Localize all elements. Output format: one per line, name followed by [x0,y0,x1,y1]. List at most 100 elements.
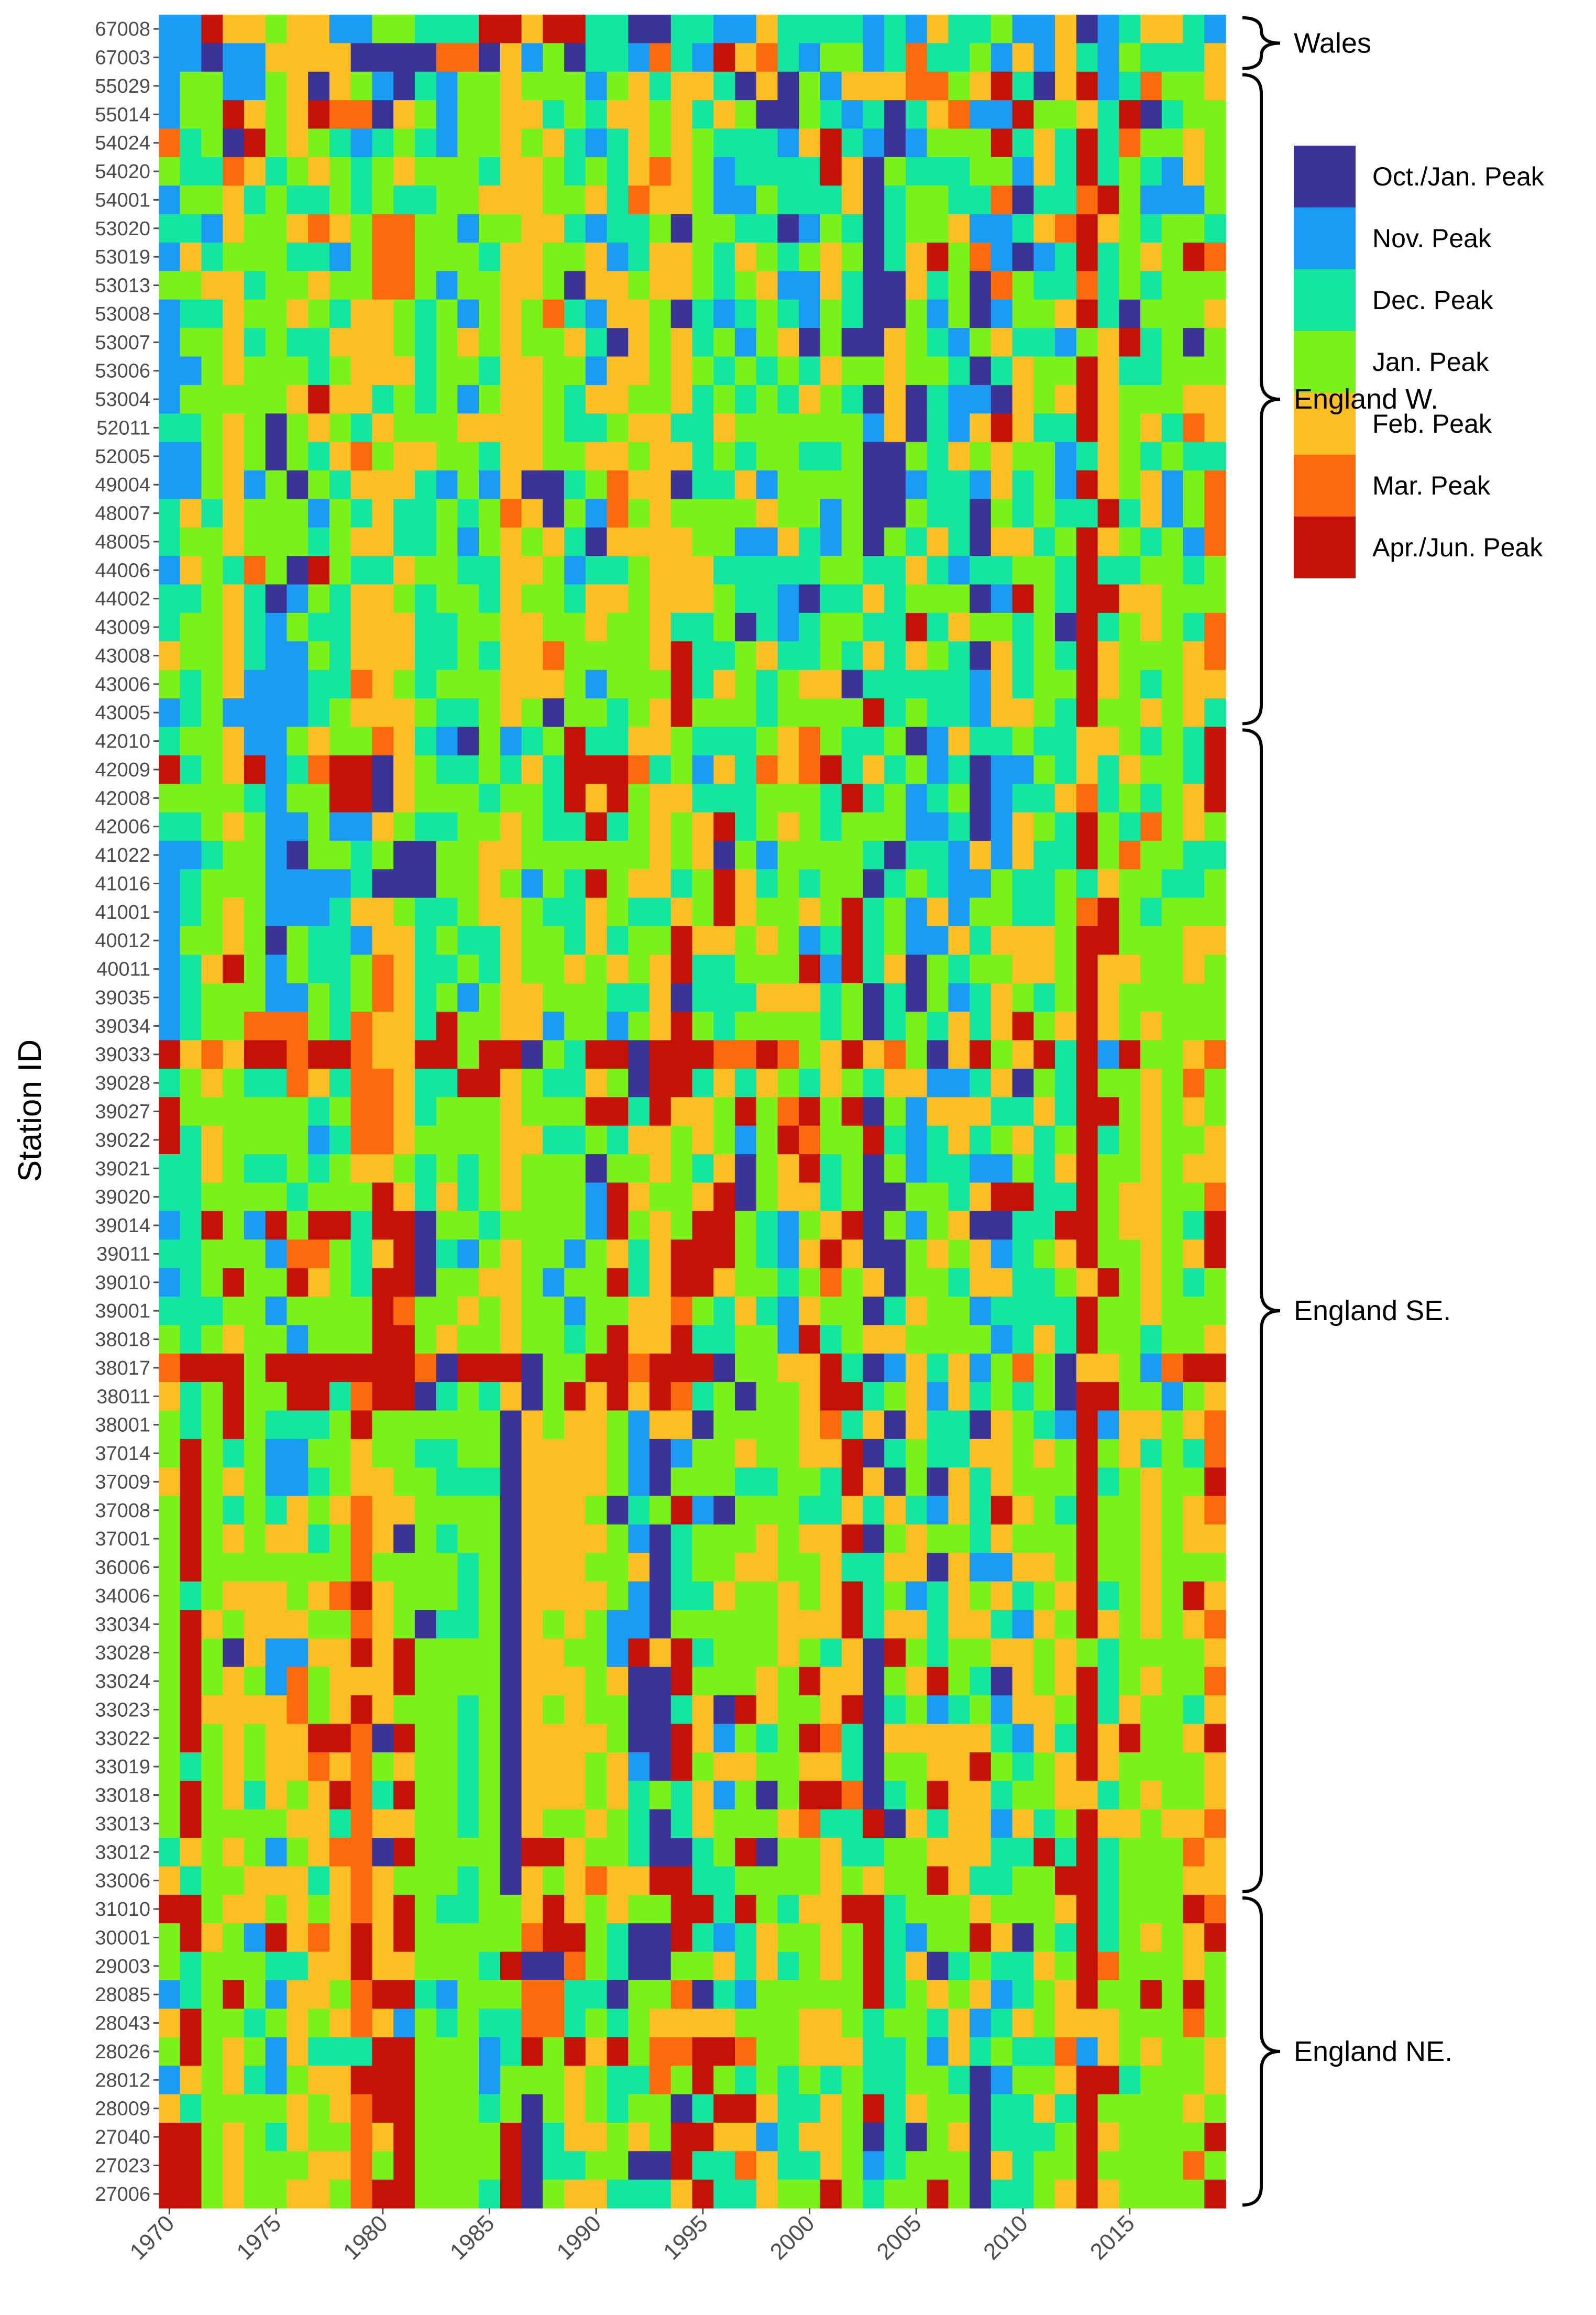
heatmap-cell [970,1382,992,1411]
heatmap-cell [1140,15,1162,43]
y-tick-label: 33023 [95,1699,150,1721]
legend-swatch [1294,517,1356,578]
heatmap-cell [927,1838,949,1867]
heatmap-cell [201,1951,223,1981]
heatmap-cell [180,2037,202,2066]
y-tick-label: 33022 [95,1728,150,1750]
heatmap-cell [713,1439,735,1468]
heatmap-cell [734,1838,757,1867]
heatmap-cell [841,1894,864,1924]
heatmap-cell [350,356,372,386]
heatmap-cell [734,2009,757,2038]
heatmap-cell [1140,1268,1162,1297]
heatmap-cell [1097,1268,1119,1297]
heatmap-cell [756,1353,778,1383]
x-tick-label: 2010 [978,2210,1033,2265]
heatmap-cell [1183,812,1205,841]
heatmap-cell [756,1239,778,1269]
heatmap-cell [650,1268,672,1297]
heatmap-cell [777,1182,799,1212]
heatmap-cell [1097,1353,1119,1383]
heatmap-cell [1161,1695,1184,1725]
heatmap-cell [756,755,778,784]
heatmap-cell [927,214,949,243]
heatmap-cell [543,1809,565,1838]
heatmap-cell [756,1154,778,1183]
heatmap-cell [564,926,586,956]
heatmap-cell [287,1866,309,1895]
heatmap-cell [607,2122,629,2152]
heatmap-cell [884,1866,906,1895]
heatmap-cell [841,1666,864,1696]
heatmap-cell [713,271,735,300]
heatmap-cell [223,1894,245,1924]
heatmap-cell [457,1724,479,1753]
heatmap-cell [1183,1524,1205,1553]
heatmap-cell [713,1182,735,1212]
heatmap-cell [436,1353,458,1383]
heatmap-cell [927,413,949,443]
heatmap-cell [350,1239,372,1269]
y-tick-label: 41001 [95,902,150,924]
heatmap-cell [1012,1980,1034,2009]
heatmap-cell [1012,413,1034,443]
heatmap-cell [948,897,970,927]
heatmap-cell [329,641,351,671]
heatmap-cell [799,100,821,129]
heatmap-cell [414,271,437,300]
heatmap-cell [329,1125,351,1155]
heatmap-cell [564,1211,586,1240]
heatmap-cell [1097,1382,1119,1411]
heatmap-cell [905,328,928,357]
heatmap-cell [521,128,543,158]
heatmap-cell [159,71,181,101]
heatmap-cell [650,1097,672,1126]
heatmap-cell [1012,1268,1034,1297]
heatmap-cell [905,1097,928,1126]
heatmap-cell [1055,840,1077,870]
heatmap-cell [265,1296,288,1325]
x-tick-label: 1975 [232,2210,286,2265]
heatmap-cell [543,356,565,386]
heatmap-cell [244,755,266,784]
heatmap-cell [990,670,1013,699]
heatmap-cell [350,385,372,414]
heatmap-cell [713,1211,735,1240]
heatmap-cell [223,1781,245,1810]
heatmap-cell [479,2122,501,2152]
heatmap-cell [1097,2151,1119,2180]
heatmap-cell [372,1296,394,1325]
heatmap-cell [1055,1923,1077,1952]
heatmap-cell [543,1125,565,1155]
heatmap-cell [1055,1752,1077,1781]
y-tick-label: 42006 [95,816,150,838]
heatmap-cell [628,698,650,728]
heatmap-cell [1140,2151,1162,2180]
heatmap-cell [414,584,437,613]
heatmap-cell [393,641,415,671]
heatmap-cell [628,1695,650,1725]
heatmap-cell [970,243,992,271]
heatmap-cell [948,1182,970,1212]
heatmap-cell [479,1894,501,1924]
heatmap-cell [1097,983,1119,1012]
heatmap-cell [1183,243,1205,271]
y-tick-label: 41022 [95,844,150,866]
heatmap-cell [585,1809,608,1838]
heatmap-cell [841,2094,864,2123]
heatmap-cell [350,1752,372,1781]
heatmap-cell [180,15,202,43]
heatmap-cell [927,1724,949,1753]
heatmap-cell [841,271,864,300]
heatmap-cell [607,128,629,158]
heatmap-cell [479,1211,501,1240]
heatmap-cell [201,2037,223,2066]
heatmap-cell [308,243,330,271]
heatmap-cell [863,1268,885,1297]
heatmap-cell [1140,1211,1162,1240]
heatmap-cell [564,584,586,613]
heatmap-cell [521,2066,543,2095]
heatmap-cell [372,1866,394,1895]
heatmap-cell [159,1666,181,1696]
heatmap-cell [350,470,372,500]
